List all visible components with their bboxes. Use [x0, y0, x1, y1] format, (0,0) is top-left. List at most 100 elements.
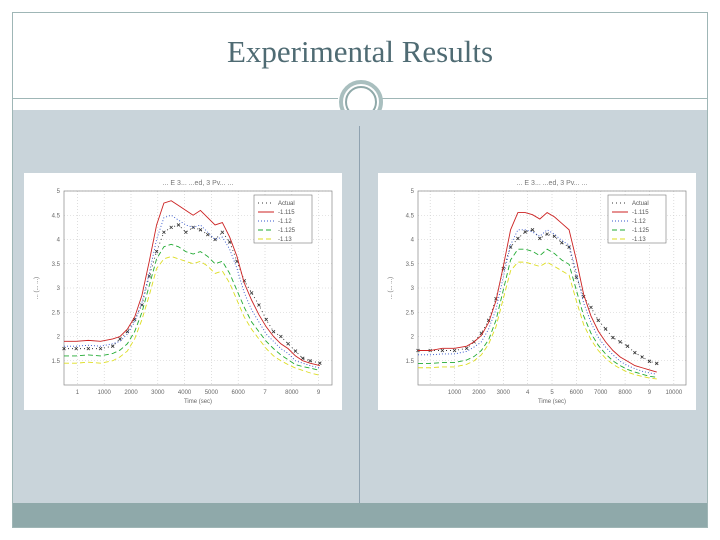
x-axis-label: Time (sec): [184, 399, 212, 405]
series-line-0: [64, 224, 320, 364]
series-point: [198, 228, 203, 232]
y-axis-label: ... (... ...): [388, 277, 394, 299]
x-tick-label: 10000: [665, 390, 682, 396]
y-tick-label: 3.5: [52, 262, 61, 268]
series-point: [74, 346, 78, 351]
legend-box: [253, 194, 313, 244]
x-tick-label: 1000: [98, 390, 112, 396]
x-tick-label: 8000: [285, 390, 299, 396]
legend-label: -1.115: [632, 210, 649, 216]
x-tick-label: 6000: [570, 390, 584, 396]
series-point: [523, 230, 527, 234]
series-point: [257, 303, 261, 307]
series-point: [286, 341, 290, 346]
chart-right: ... E 3... ...ed, 3 Pv... ... 1.5 2 2.5 3 3.5…: [378, 173, 696, 410]
x-tick-label: 1: [76, 390, 80, 396]
x-tick-label: 8000: [618, 390, 632, 396]
series-point: [596, 318, 601, 323]
x-tick-label: 4: [526, 390, 530, 396]
series-point: [618, 340, 623, 344]
legend-label: -1.125: [278, 228, 296, 234]
chart-right-svg: ... E 3... ...ed, 3 Pv... ... 1.5 2 2.5 3 3.5…: [388, 180, 687, 405]
series-point: [440, 348, 445, 353]
x-tick-label: 2000: [472, 390, 486, 396]
chart-left: ... E 3... ...ed, 3 Pv... ... 1.5 2 2.5 3 3.5…: [24, 173, 342, 410]
series-point: [162, 230, 166, 235]
series-point: [545, 232, 549, 236]
series-point: [654, 361, 659, 366]
column-divider: [359, 126, 360, 504]
x-tick-label: 6000: [232, 390, 246, 396]
series-point: [154, 249, 159, 254]
y-tick-label: 2.5: [52, 310, 61, 316]
series-line-4: [418, 261, 657, 380]
series-point: [110, 344, 115, 348]
y-tick-label: 2: [57, 335, 61, 341]
series-line-2: [64, 214, 320, 369]
y-tick-label: 5: [57, 189, 61, 195]
series-point: [530, 228, 535, 232]
y-tick-label: 1.5: [52, 359, 61, 365]
series-point: [559, 240, 564, 245]
slide-frame: [12, 12, 708, 528]
x-tick-label: 7000: [594, 390, 608, 396]
series-point: [140, 303, 144, 307]
series-point: [98, 346, 103, 351]
series-line-0: [418, 229, 657, 364]
x-tick-label: 9: [317, 390, 321, 396]
series-line-1: [418, 212, 657, 373]
legend-label: -1.115: [278, 210, 295, 216]
x-tick-label: 3000: [497, 390, 511, 396]
y-tick-label: 1.5: [406, 359, 415, 365]
y-tick-label: 4.5: [406, 213, 415, 219]
plot-frame: [63, 190, 333, 386]
y-axis-label: ... (... ...): [34, 277, 40, 299]
series-point: [318, 361, 322, 365]
x-tick-label: 9: [648, 390, 652, 396]
legend-label: -1.125: [632, 228, 650, 234]
series-point: [647, 359, 652, 364]
series-point: [86, 346, 91, 351]
chart-title: ... E 3... ...ed, 3 Pv... ...: [163, 180, 234, 187]
y-tick-label: 4.5: [52, 213, 61, 219]
series-point: [538, 236, 542, 241]
legend-label: Actual: [278, 201, 295, 207]
series-point: [625, 344, 630, 348]
series-point: [264, 317, 269, 322]
chart-left-svg: ... E 3... ...ed, 3 Pv... ... 1.5 2 2.5 3 3.5…: [34, 180, 333, 405]
legend-label: -1.13: [632, 237, 646, 243]
series-point: [147, 274, 152, 278]
series-point: [633, 350, 637, 355]
y-tick-label: 2.5: [406, 310, 415, 316]
x-tick-label: 3000: [151, 390, 165, 396]
legend-box: [607, 194, 667, 244]
y-tick-label: 2: [411, 335, 415, 341]
legend-label: -1.12: [278, 219, 292, 225]
series-point: [271, 329, 276, 334]
series-line-4: [64, 256, 320, 376]
series-point: [603, 327, 608, 331]
series-point: [293, 349, 298, 353]
chart-title: ... E 3... ...ed, 3 Pv... ...: [517, 180, 588, 187]
series-line-1: [64, 200, 320, 367]
series-point: [589, 305, 593, 310]
series-point: [464, 346, 469, 351]
series-point: [220, 230, 225, 235]
y-tick-label: 4: [411, 238, 415, 244]
series-line-2: [418, 229, 657, 375]
series-point: [62, 346, 66, 351]
series-point: [169, 225, 173, 230]
series-point: [205, 232, 210, 237]
series-point: [308, 358, 312, 363]
plot-frame: [417, 190, 687, 386]
series-point: [567, 245, 571, 249]
x-tick-label: 5: [550, 390, 554, 396]
series-point: [279, 334, 283, 339]
x-tick-label: 2000: [124, 390, 138, 396]
footer-bar: [13, 503, 707, 527]
y-tick-label: 3: [411, 286, 415, 292]
x-tick-label: 7: [263, 390, 267, 396]
series-point: [300, 356, 305, 361]
y-tick-label: 5: [411, 189, 415, 195]
title-rule-right: [382, 98, 708, 99]
